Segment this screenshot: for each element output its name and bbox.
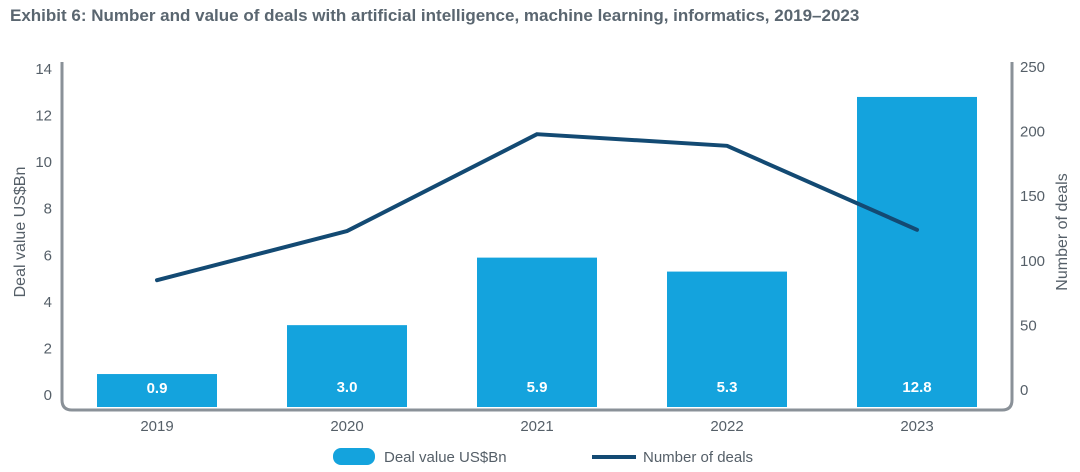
right-axis-tick: 150 [1020, 188, 1045, 205]
x-axis-tick: 2022 [710, 418, 743, 435]
left-axis-tick: 6 [44, 247, 52, 264]
legend: Deal value US$Bn Number of deals [333, 448, 753, 466]
right-axis-tick: 50 [1020, 317, 1037, 334]
x-axis-tick: 2020 [330, 418, 363, 435]
legend-swatch-deal-value [333, 448, 375, 465]
axis-frame [60, 62, 1014, 412]
x-axis-tick: 2023 [900, 418, 933, 435]
bar-2019 [97, 374, 217, 407]
axes-layer: 0 2 4 6 8 10 12 14 0 50 100 150 200 250 2019 2020 2021 20… [12, 59, 1071, 435]
left-axis-tick: 12 [35, 108, 52, 125]
bars-layer: 0.9 3.0 5.9 5.3 12.8 [97, 96, 977, 407]
bar-2022 [667, 271, 787, 407]
line-layer [155, 132, 919, 283]
bar-value-label: 5.3 [717, 379, 738, 396]
bar-2023 [857, 96, 977, 407]
legend-label-deal-value: Deal value US$Bn [384, 449, 507, 466]
bar-2020 [287, 325, 407, 407]
left-axis-tick: 4 [44, 294, 52, 311]
bar-value-label: 3.0 [337, 379, 358, 396]
left-axis-tick: 8 [44, 201, 52, 218]
right-axis-tick: 0 [1020, 382, 1028, 399]
left-axis-tick: 10 [35, 154, 52, 171]
right-axis-title: Number of deals [1054, 173, 1071, 290]
bar-value-label: 12.8 [902, 379, 931, 396]
bar-value-label: 5.9 [527, 379, 548, 396]
right-axis-tick: 100 [1020, 253, 1045, 270]
x-axis-tick: 2021 [520, 418, 553, 435]
left-axis-tick: 0 [44, 387, 52, 404]
bar-2021 [477, 257, 597, 407]
bar-value-label: 0.9 [147, 380, 168, 397]
right-axis-tick: 250 [1020, 59, 1045, 76]
right-axis-tick: 200 [1020, 124, 1045, 141]
legend-label-number-of-deals: Number of deals [643, 449, 753, 466]
left-axis-tick: 14 [35, 61, 52, 78]
x-axis-tick: 2019 [140, 418, 173, 435]
chart-title: Exhibit 6: Number and value of deals wit… [10, 6, 860, 25]
left-axis-title: Deal value US$Bn [12, 167, 29, 298]
left-axis-tick: 2 [44, 340, 52, 357]
